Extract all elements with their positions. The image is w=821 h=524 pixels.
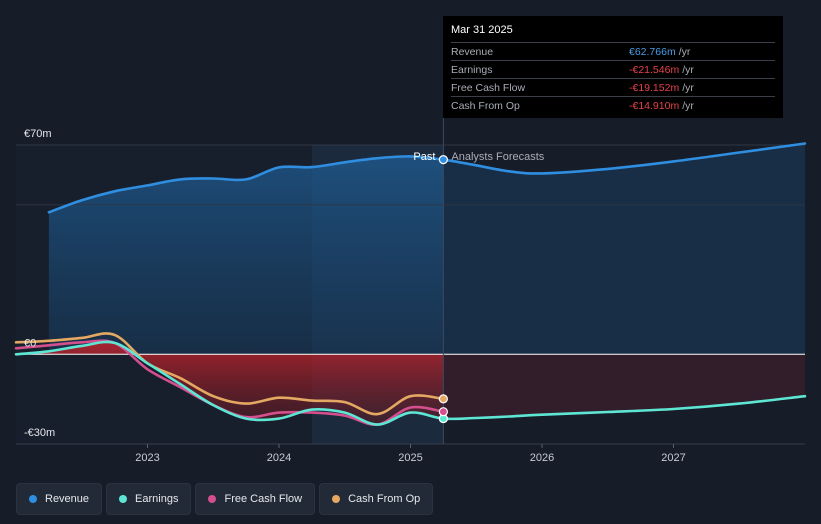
legend-label: Earnings <box>135 493 179 505</box>
cash-from-op-point <box>438 394 448 404</box>
x-tick-label: 2025 <box>398 452 422 464</box>
earnings-line <box>14 340 807 426</box>
x-tick-label: 2027 <box>661 452 685 464</box>
tooltip-value: €62.766m <box>629 45 676 58</box>
tooltip-label: Earnings <box>451 63 493 76</box>
legend-label: Revenue <box>45 493 90 505</box>
revenue-area-forecast <box>443 143 805 355</box>
tooltip-unit: /yr <box>682 99 694 112</box>
legend-dot-icon <box>119 495 128 503</box>
financial-chart: €70m €0 -€30m 2023 2024 2025 2026 2027 Past Analy… <box>14 118 807 464</box>
tooltip-label: Free Cash Flow <box>451 81 526 94</box>
tooltip-unit: /yr <box>678 45 691 58</box>
tooltip-row-earnings: Earnings -€21.546m /yr <box>451 60 775 78</box>
tooltip-label: Revenue <box>451 45 494 58</box>
legend-dot-icon <box>332 495 341 503</box>
y-tick-label: €70m <box>24 128 52 140</box>
y-tick-label: -€30m <box>24 427 55 439</box>
legend-label: Cash From Op <box>348 493 421 505</box>
earnings-area-past <box>16 341 444 425</box>
revenue-line <box>47 142 807 214</box>
legend-item-earnings[interactable]: Earnings <box>106 483 192 515</box>
cash-from-op-line <box>14 332 445 416</box>
chart-legend: Revenue Earnings Free Cash Flow Cash Fro… <box>16 483 434 515</box>
tooltip-unit: /yr <box>682 81 694 94</box>
free-cash-flow-point <box>438 407 448 417</box>
legend-item-revenue[interactable]: Revenue <box>16 483 103 515</box>
legend-dot-icon <box>208 495 217 503</box>
tooltip-value: -€21.546m <box>629 63 680 76</box>
forecast-label: Analysts Forecasts <box>451 151 544 163</box>
tooltip-value: -€14.910m <box>629 99 680 112</box>
y-tick-label: €0 <box>24 337 36 349</box>
tooltip-row-free-cash-flow: Free Cash Flow -€19.152m /yr <box>451 78 775 96</box>
x-tick-label: 2023 <box>135 452 159 464</box>
data-tooltip: Mar 31 2025 Revenue €62.766m /yr Earning… <box>443 16 783 118</box>
tooltip-unit: /yr <box>682 63 694 76</box>
tooltip-label: Cash From Op <box>451 99 520 112</box>
tooltip-value: -€19.152m <box>629 81 680 94</box>
tooltip-row-revenue: Revenue €62.766m /yr <box>451 42 775 60</box>
revenue-point <box>438 155 448 165</box>
legend-item-cash-from-op[interactable]: Cash From Op <box>319 483 434 515</box>
legend-label: Free Cash Flow <box>224 493 303 505</box>
tooltip-date: Mar 31 2025 <box>451 24 513 36</box>
x-tick-label: 2026 <box>530 452 554 464</box>
past-label: Past <box>413 151 435 163</box>
x-tick-label: 2024 <box>267 452 291 464</box>
tooltip-row-cash-from-op: Cash From Op -€14.910m /yr <box>451 96 775 114</box>
earnings-area-forecast <box>443 354 805 419</box>
revenue-area-past <box>48 156 444 355</box>
legend-item-free-cash-flow[interactable]: Free Cash Flow <box>195 483 316 515</box>
legend-dot-icon <box>29 495 37 503</box>
